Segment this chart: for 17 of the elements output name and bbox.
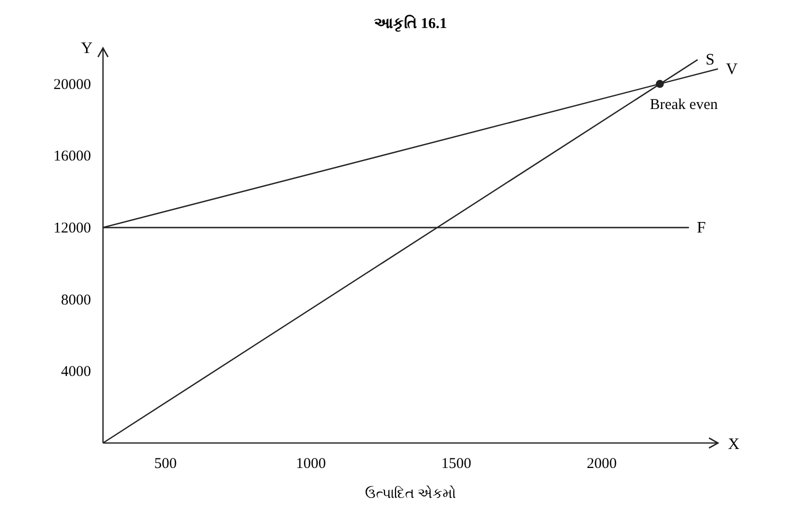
series-label: V — [726, 60, 738, 78]
text: X — [728, 436, 740, 453]
y-tick-label: 8000 — [61, 292, 91, 308]
x-tick-label: 2000 — [586, 456, 617, 472]
y-tick-label: 12000 — [54, 220, 91, 237]
annotation: Break even — [650, 96, 718, 113]
series-label: F — [696, 220, 706, 237]
x-tick-label: 1000 — [296, 456, 326, 472]
x-axis-title: ઉત્પાદિત એકમો — [364, 485, 456, 502]
x-tick-label: 1500 — [441, 456, 472, 472]
chart-title: આકૃતિ 16.1 — [374, 14, 447, 32]
y-tick-label: 20000 — [54, 76, 91, 93]
series-label: S — [706, 52, 715, 69]
y-axis-title: Y — [81, 40, 93, 57]
y-tick-label: 16000 — [54, 148, 91, 165]
x-tick-label: 500 — [154, 456, 177, 472]
y-tick-label: 4000 — [61, 364, 91, 380]
